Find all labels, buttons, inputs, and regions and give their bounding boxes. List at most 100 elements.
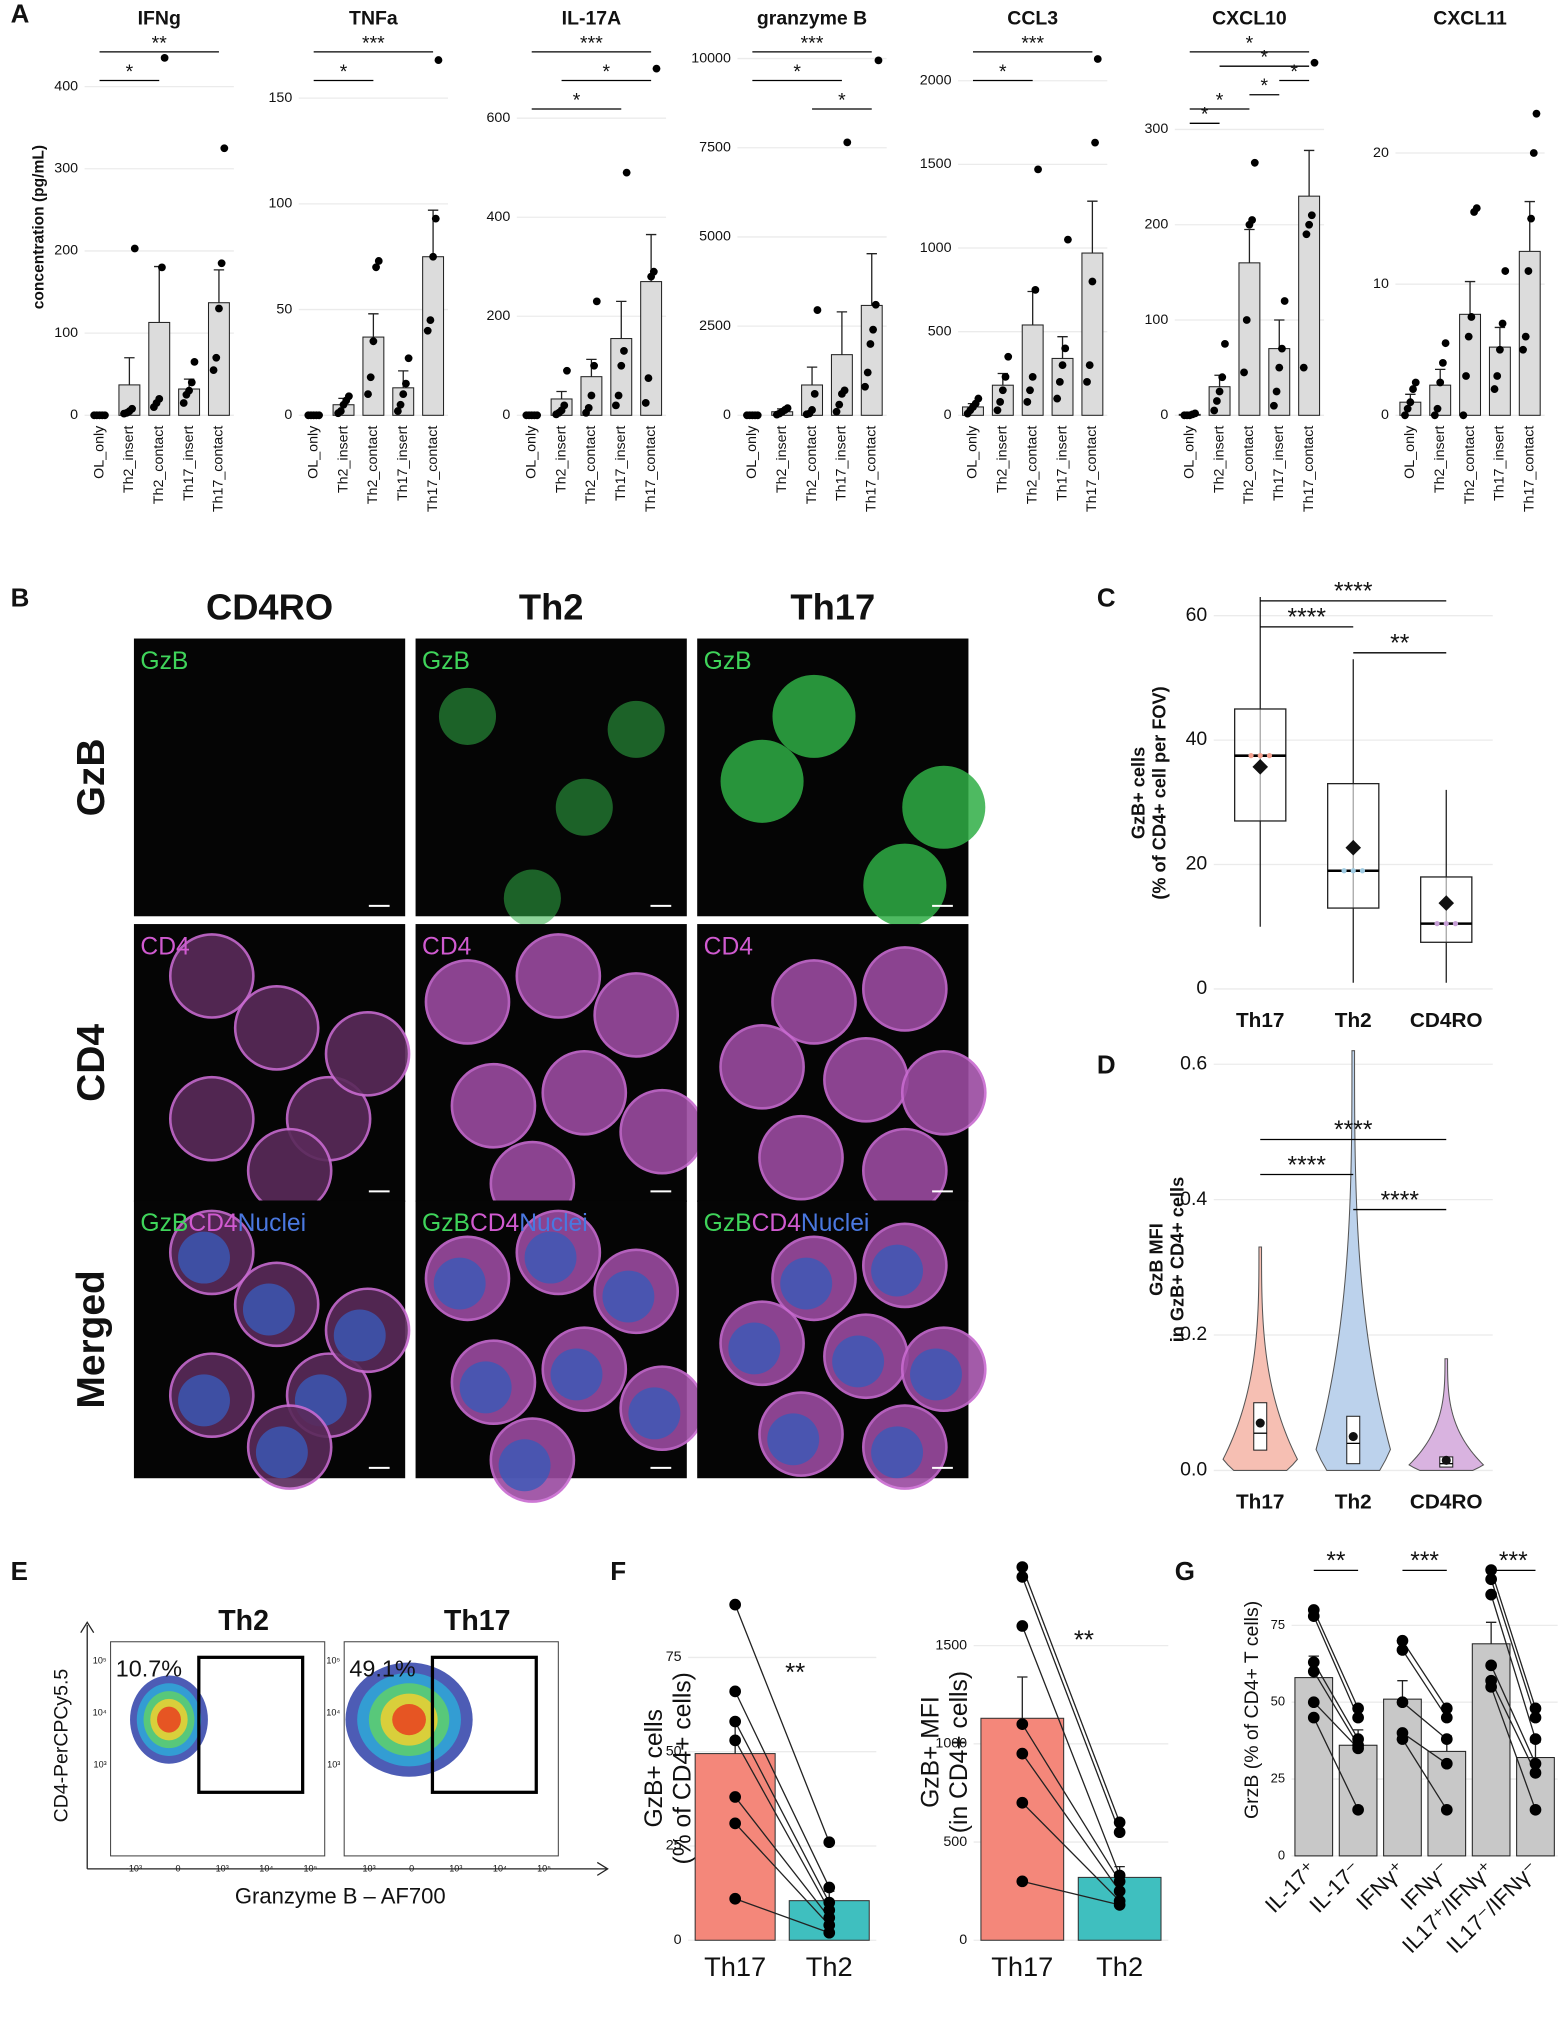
data-point [871,300,880,309]
pair-line [1490,1686,1537,1811]
data-point [1440,1711,1453,1724]
data-point [1307,211,1316,220]
y-tick-label: 0 [1196,977,1207,999]
data-point [374,257,383,265]
y-axis-label: GzB+ cells [641,1709,668,1827]
data-point [1212,397,1221,405]
flow-y-tick: 10⁵ [326,1656,340,1666]
cell [862,946,948,1032]
nucleus [333,1309,386,1362]
data-point [1467,313,1476,321]
data-point [587,391,596,400]
x-tick-label: Th2_contact [151,426,167,505]
data-point [1218,373,1227,382]
panel-letter: F [610,1558,626,1586]
x-tick-label: Th17_insert [1271,426,1287,501]
channel-name: GzB [704,647,752,674]
data-point [393,407,402,415]
y-tick-label: 7500 [699,140,731,156]
pair-line [1490,1665,1537,1764]
x-tick-label: Th2_contact [1241,426,1257,505]
error-bar [368,313,379,338]
data-point [813,306,822,314]
data-point [212,353,221,362]
nucleus [871,1244,924,1297]
data-point [584,403,593,412]
pair-line [1021,1723,1121,1882]
channel-label: GzBCD4Nuclei [140,1209,306,1236]
y-axis-label: in GzB+ CD4+ cells [1168,1177,1188,1343]
data-point [1459,411,1468,420]
data-point [729,1817,741,1830]
data-point [1085,361,1094,370]
data-point [1430,411,1439,420]
y-tick-label: 0 [70,407,78,423]
data-point [1521,332,1530,341]
channel-label: CD4 [704,933,753,960]
data-point [1501,267,1510,275]
data-point [1396,1644,1409,1656]
pair-line [1490,1680,1537,1774]
data-point [1529,1733,1542,1745]
error-bar [1303,149,1315,197]
bar [1298,195,1321,416]
data-point [1210,406,1219,415]
panel-letter: G [1175,1558,1195,1586]
y-axis-label: concentration (pg/mL) [30,145,47,309]
data-point [863,368,872,377]
channel-label: CD4 [140,933,189,960]
data-point [1519,345,1527,354]
nucleus [178,1374,230,1427]
y-tick-label: 1500 [935,1637,967,1653]
channel-name: CD4 [470,1209,519,1236]
x-tick-label: Th2_insert [1211,426,1227,493]
chart-title: IFNg [138,8,181,30]
channel-name: CD4 [752,1209,801,1236]
x-tick-label: Th2_contact [1462,426,1478,505]
data-point [190,357,199,366]
x-tick-label: Th17_contact [1522,426,1538,512]
significance: * [1290,61,1298,83]
x-tick-label: CD4RO [1410,1490,1483,1513]
data-point [396,400,405,409]
data-point [1299,363,1308,372]
error-bar [1524,200,1535,252]
error-bar [1397,1680,1408,1700]
data-point [1485,1680,1497,1693]
y-tick-label: 0 [502,407,510,423]
pair-line [1021,1753,1121,1892]
column-header: CD4RO [206,587,333,628]
x-tick-label: Th17_insert [1054,426,1070,501]
jitter-hint [1359,868,1366,874]
y-tick-label: 0 [1160,407,1168,423]
nucleus [524,1231,577,1284]
error-bar [1027,290,1038,325]
y-tick-label: 0 [1278,1847,1285,1862]
chart-title: CXCL10 [1212,8,1287,30]
y-tick-label: 10000 [691,50,731,66]
pair-line [1401,1640,1448,1709]
data-point [1034,165,1042,174]
data-point [1113,1816,1126,1829]
data-point [1031,285,1040,294]
data-point [366,373,375,382]
x-tick-label: OL_only [744,425,760,479]
significance: **** [1288,605,1327,632]
pair-line [1490,1594,1537,1740]
significance: ** [1390,631,1410,658]
nucleus [242,1283,295,1336]
y-tick-label: 0 [959,1932,967,1948]
pair-line [1490,1569,1537,1709]
box [1234,708,1287,822]
channel-label: GzB [140,647,188,674]
data-point [1113,1899,1126,1911]
data-point [874,56,883,65]
bar [640,281,663,416]
flow-y-tick: 10⁴ [93,1708,107,1718]
gzb-signal [438,687,497,745]
x-tick-label: Th17_insert [834,426,850,501]
significance: * [1246,32,1254,54]
data-point [783,404,792,413]
jitter-hint [1341,868,1347,874]
data-point [1403,404,1412,413]
